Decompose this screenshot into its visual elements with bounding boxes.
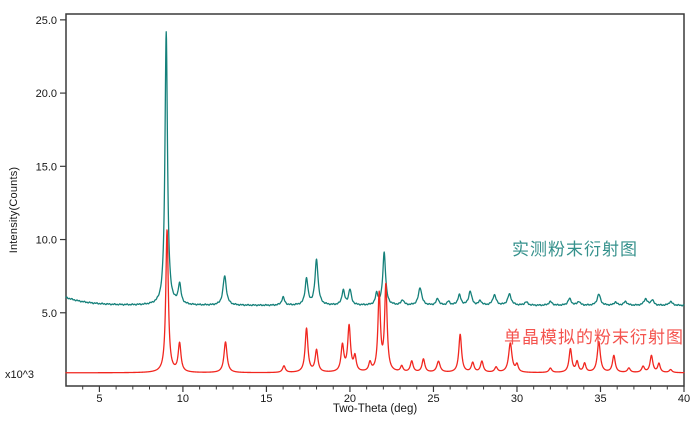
y-tick-label: 20.0 xyxy=(36,88,57,100)
y-tick-label: 10.0 xyxy=(36,235,57,247)
measured-trace xyxy=(65,31,685,307)
y-tick-label: 15.0 xyxy=(36,161,57,173)
x-tick-label: 35 xyxy=(594,393,606,405)
x-axis-title: Two-Theta (deg) xyxy=(332,403,418,415)
x-tick-label: 15 xyxy=(260,393,272,405)
plot-frame xyxy=(65,13,685,387)
series-label-measured: 实测粉末衍射图 xyxy=(512,240,638,259)
x-tick-label: 40 xyxy=(678,393,690,405)
series-label-simulated: 单晶模拟的粉末衍射图 xyxy=(504,328,684,347)
x-tick-label: 30 xyxy=(511,393,523,405)
simulated-trace xyxy=(65,229,685,374)
y-axis-multiplier-label: x10^3 xyxy=(5,369,35,381)
x-tick-label: 20 xyxy=(344,393,356,405)
y-axis-title: Intensity(Counts) xyxy=(8,166,20,254)
x-tick-label: 25 xyxy=(427,393,439,405)
y-tick-label: 25.0 xyxy=(36,15,57,27)
x-tick-label: 10 xyxy=(177,393,189,405)
x-tick-label: 5 xyxy=(96,393,102,405)
y-tick-label: 5.0 xyxy=(42,308,57,320)
